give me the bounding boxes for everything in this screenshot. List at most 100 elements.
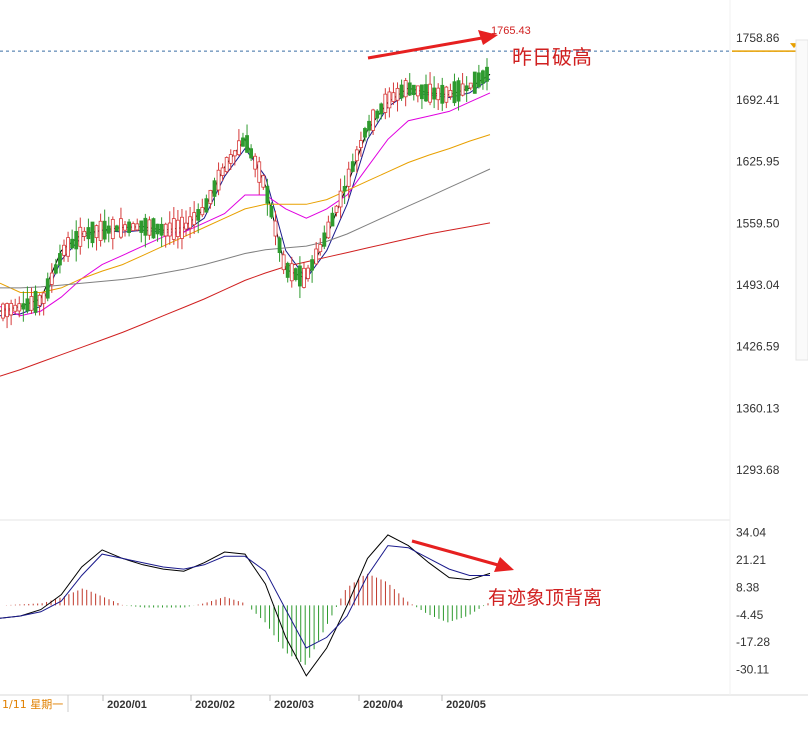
candle [403,77,408,107]
candle [208,189,213,209]
candle-body [407,82,412,96]
candle [86,218,91,249]
candle [432,76,437,109]
candle [110,216,115,250]
candle [98,213,103,247]
candle [62,239,66,262]
candle [452,73,457,106]
candle [476,64,481,89]
candle-body [143,217,148,236]
candle-body [322,232,327,247]
candle [139,220,144,243]
candle [363,126,367,142]
candle [13,298,18,315]
price-tick-label: 1625.95 [736,155,780,169]
candle-body [432,87,437,100]
price-tick-label: 1293.68 [736,463,780,477]
candle-body [228,154,233,164]
candle-body [346,168,351,187]
candle [375,109,380,123]
candle-body [114,225,119,232]
candle [94,224,99,251]
candle-body [464,85,469,92]
candle-body [415,85,420,97]
macd-tick-label: 21.21 [736,553,766,567]
candle-body [472,71,477,94]
candle [379,102,384,120]
candle-body [58,253,62,266]
candle [472,71,477,94]
candle [367,114,371,138]
candle [415,85,420,103]
candle [326,215,331,239]
candle-body [167,222,172,237]
candle-body [411,84,416,96]
candle-body [102,220,107,240]
candle-body [395,87,400,101]
candle [1,302,5,322]
candle-body [468,82,473,89]
candle [460,73,465,97]
candle [232,149,237,166]
candle-body [123,224,127,231]
candle [171,207,176,245]
candle [330,207,335,227]
candle [159,217,164,248]
candle-body [277,237,282,254]
candle [78,217,83,255]
price-tick-label: 1493.04 [736,278,780,292]
candle-body [33,290,38,313]
candle [212,177,217,206]
candle-body [86,227,91,240]
candle-body [269,206,274,218]
candle [167,211,172,245]
candle [33,285,38,316]
candle-body [485,66,489,82]
candle-body [444,86,449,103]
candle-body [249,148,254,159]
candle-body [74,231,79,250]
candle-body [293,268,298,281]
candle-body [379,103,384,115]
candle [147,216,152,240]
candle [9,299,14,326]
candle-body [1,303,5,319]
candle-body [334,205,339,213]
candle [151,217,156,239]
macd-tick-label: 8.38 [736,580,760,594]
candle [456,77,461,111]
candle-body [371,109,376,131]
candle [310,255,315,283]
candle [123,221,127,237]
macd-line-1 [0,545,490,649]
price-tick-label: 1559.50 [736,216,780,230]
candle [342,175,347,204]
candle-body [45,278,50,299]
candle-body [151,218,156,239]
candle [25,286,30,314]
candle-body [253,155,258,170]
candle-body [131,223,136,231]
price-panel: 1765.43 昨日破高 [0,25,798,377]
candle-body [440,84,445,104]
candle-body [481,70,485,84]
candle-body [236,140,241,156]
candle-body [180,216,184,239]
candle [119,207,123,240]
candle [481,69,485,90]
candle [322,225,327,250]
candle-body [298,265,302,287]
candle [420,84,424,109]
candle [464,76,469,102]
candle-body [310,259,315,271]
candle-body [460,83,465,96]
candle-body [383,93,388,113]
candle [387,87,392,118]
candle [440,77,445,111]
candle [74,220,79,262]
price-tick-label: 1758.86 [736,31,780,45]
candle [196,203,201,234]
candle [314,241,319,265]
candle-body [387,91,392,109]
